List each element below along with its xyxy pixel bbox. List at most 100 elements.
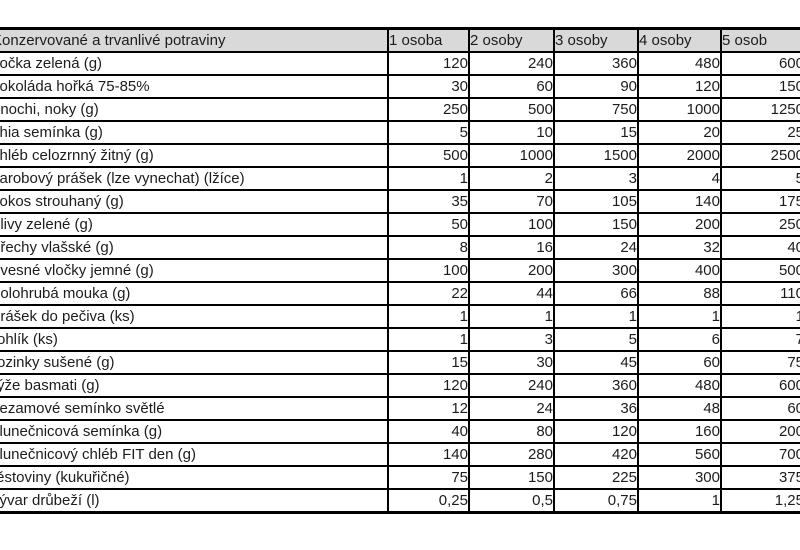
row-value: 60 — [637, 350, 722, 375]
header-cell-5-osob: 5 osob — [720, 27, 800, 53]
row-value: 1000 — [637, 97, 722, 122]
row-value: 30 — [387, 74, 470, 99]
row-value: 560 — [637, 442, 722, 467]
row-label: čočka zelená (g) — [0, 51, 389, 76]
row-value: 360 — [553, 373, 639, 398]
row-value: 110 — [720, 281, 800, 306]
row-label: karobový prášek (lze vynechat) (lžíce) — [0, 166, 389, 191]
table-row: sezamové semínko světlé1224364860 — [0, 396, 800, 421]
row-value: 40 — [720, 235, 800, 260]
row-value: 8 — [387, 235, 470, 260]
table-header-row: Konzervované a trvanlivé potraviny 1 oso… — [0, 27, 800, 53]
row-label: olivy zelené (g) — [0, 212, 389, 237]
row-value: 12 — [387, 396, 470, 421]
row-value: 35 — [387, 189, 470, 214]
row-value: 15 — [553, 120, 639, 145]
row-value: 1 — [720, 304, 800, 329]
row-value: 100 — [387, 258, 470, 283]
row-value: 200 — [720, 419, 800, 444]
table-body: Konzervované a trvanlivé potraviny 1 oso… — [0, 27, 800, 514]
header-cell-4-osoby: 4 osoby — [637, 27, 722, 53]
table-row: slunečnicový chléb FIT den (g) 140 280 420 5… — [0, 442, 800, 467]
row-value: 160 — [637, 419, 722, 444]
row-value: 1500 — [553, 143, 639, 168]
row-value: 1 — [387, 304, 470, 329]
row-label: rohlík (ks) — [0, 327, 389, 352]
row-value: 0,75 — [553, 488, 639, 514]
row-value: 70 — [468, 189, 555, 214]
row-value: 300 — [553, 258, 639, 283]
row-value: 60 — [720, 396, 800, 421]
row-value: 36 — [553, 396, 639, 421]
row-value: 45 — [553, 350, 639, 375]
row-label: slunečnicový chléb FIT den (g) — [0, 442, 389, 467]
row-value: 30 — [468, 350, 555, 375]
row-value: 200 — [468, 258, 555, 283]
row-label: chia semínka (g) — [0, 120, 389, 145]
table-row: rohlík (ks)13567 — [0, 327, 800, 352]
row-value: 300 — [637, 465, 722, 490]
row-value: 15 — [387, 350, 470, 375]
row-value: 24 — [468, 396, 555, 421]
row-value: 1 — [637, 304, 722, 329]
row-value: 90 — [553, 74, 639, 99]
row-label: ořechy vlašské (g) — [0, 235, 389, 260]
row-value: 400 — [637, 258, 722, 283]
row-label: ovesné vločky jemné (g) — [0, 258, 389, 283]
row-value: 120 — [387, 51, 470, 76]
row-label: slunečnicová semínka (g) — [0, 419, 389, 444]
row-value: 5 — [387, 120, 470, 145]
row-value: 48 — [637, 396, 722, 421]
header-category-cell: Konzervované a trvanlivé potraviny — [0, 27, 389, 53]
row-value: 2500 — [720, 143, 800, 168]
row-value: 1 — [553, 304, 639, 329]
row-value: 1000 — [468, 143, 555, 168]
row-value: 420 — [553, 442, 639, 467]
row-value: 75 — [720, 350, 800, 375]
row-value: 88 — [637, 281, 722, 306]
table-row: čočka zelená (g)120240360480600 — [0, 51, 800, 76]
row-label: sezamové semínko světlé — [0, 396, 389, 421]
row-value: 500 — [720, 258, 800, 283]
row-value: 5 — [720, 166, 800, 191]
table-row: čokoláda hořká 75-85%306090120150 — [0, 74, 800, 99]
row-value: 2 — [468, 166, 555, 191]
row-value: 120 — [387, 373, 470, 398]
row-value: 44 — [468, 281, 555, 306]
row-label: polohrubá mouka (g) — [0, 281, 389, 306]
row-label: kokos strouhaný (g) — [0, 189, 389, 214]
row-value: 140 — [637, 189, 722, 214]
row-value: 22 — [387, 281, 470, 306]
row-value: 1 — [637, 488, 722, 514]
row-value: 6 — [637, 327, 722, 352]
row-value: 2000 — [637, 143, 722, 168]
row-value: 24 — [553, 235, 639, 260]
table-row: prášek do pečiva (ks)11111 — [0, 304, 800, 329]
row-value: 250 — [720, 212, 800, 237]
row-label: čokoláda hořká 75-85% — [0, 74, 389, 99]
header-cell-3-osoby: 3 osoby — [553, 27, 639, 53]
row-value: 0,5 — [468, 488, 555, 514]
row-value: 225 — [553, 465, 639, 490]
row-value: 500 — [468, 97, 555, 122]
row-value: 66 — [553, 281, 639, 306]
row-value: 100 — [468, 212, 555, 237]
row-value: 480 — [637, 51, 722, 76]
row-value: 140 — [387, 442, 470, 467]
row-value: 16 — [468, 235, 555, 260]
row-value: 3 — [468, 327, 555, 352]
row-value: 32 — [637, 235, 722, 260]
row-value: 120 — [637, 74, 722, 99]
row-value: 700 — [720, 442, 800, 467]
row-value: 75 — [387, 465, 470, 490]
row-value: 120 — [553, 419, 639, 444]
row-value: 250 — [387, 97, 470, 122]
row-value: 480 — [637, 373, 722, 398]
row-label: gnochi, noky (g) — [0, 97, 389, 122]
table-row: chléb celozrnný žitný (g) 500 1000 1500 2000… — [0, 143, 800, 168]
row-value: 175 — [720, 189, 800, 214]
row-label: chléb celozrnný žitný (g) — [0, 143, 389, 168]
row-value: 3 — [553, 166, 639, 191]
row-label: rozinky sušené (g) — [0, 350, 389, 375]
